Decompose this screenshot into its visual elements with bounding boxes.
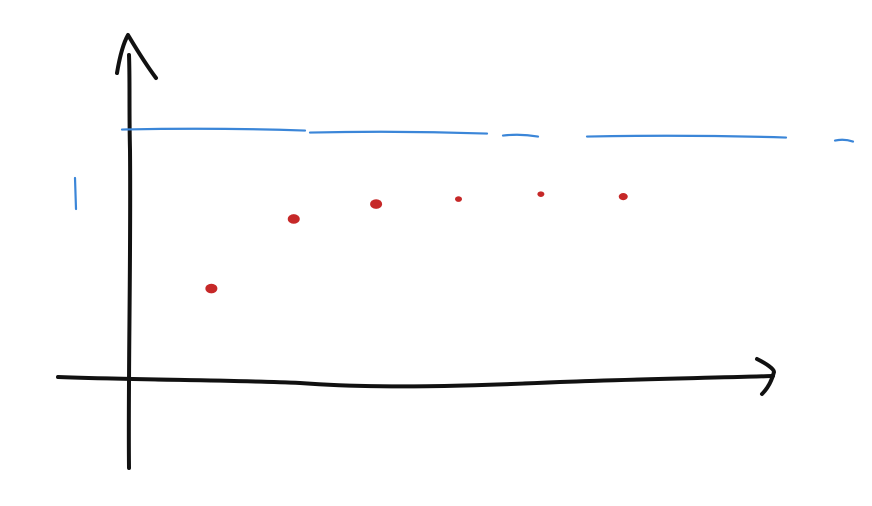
x-axis-arrowhead <box>755 357 776 396</box>
data-point <box>537 191 545 197</box>
reference-line-segment <box>308 130 489 135</box>
y-axis <box>126 53 133 470</box>
axes <box>56 33 776 470</box>
x-axis <box>56 374 775 389</box>
reference-line-segment <box>120 127 307 132</box>
data-point <box>287 214 300 224</box>
data-point <box>370 199 383 209</box>
data-point <box>455 196 462 202</box>
data-point <box>618 193 628 201</box>
y-axis-arrowhead <box>115 33 158 80</box>
data-point <box>205 283 218 294</box>
reference-line-segment <box>585 134 788 139</box>
data-points <box>205 191 628 294</box>
reference-line-group <box>73 127 855 211</box>
reference-line <box>120 127 855 143</box>
reference-line-segment <box>501 133 540 138</box>
reference-line-segment <box>833 138 855 143</box>
reference-tick-mark <box>73 176 78 211</box>
